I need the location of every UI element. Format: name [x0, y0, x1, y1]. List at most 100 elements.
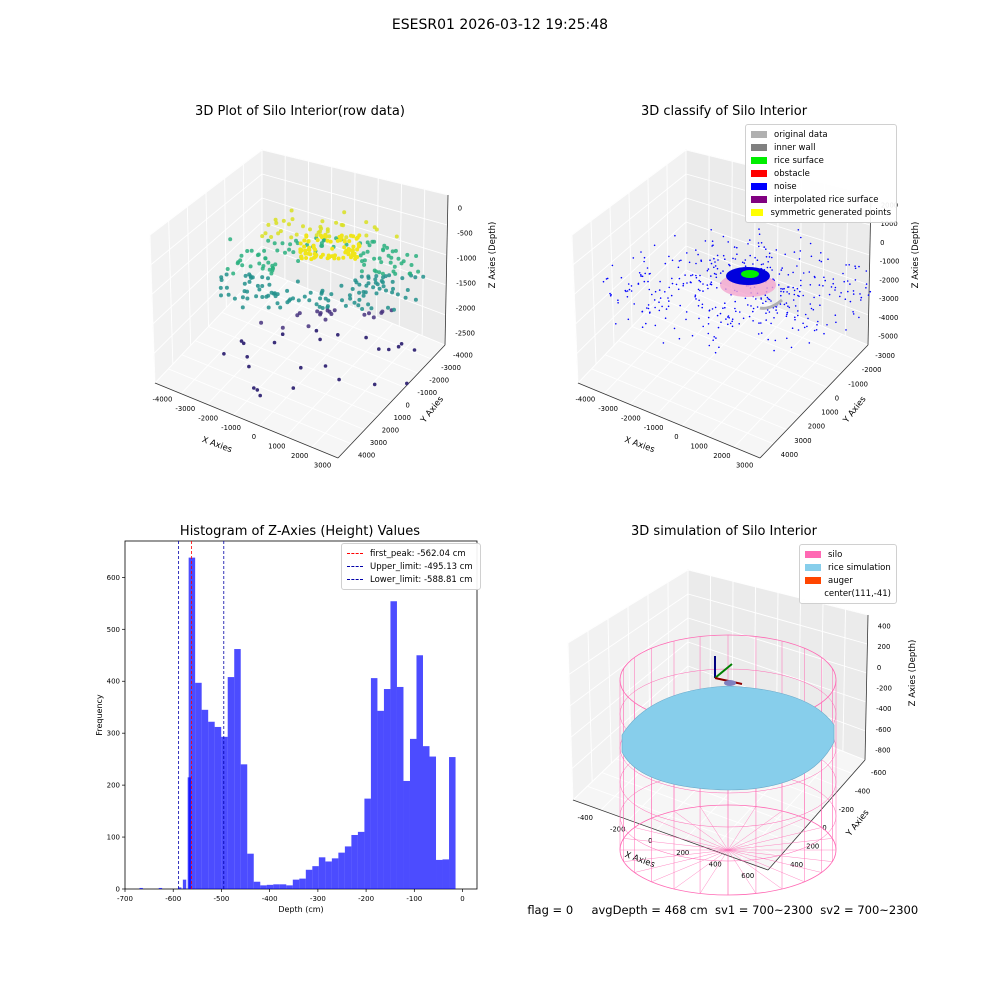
- noise-point: [747, 243, 749, 245]
- y-tick-label: 500: [107, 626, 120, 634]
- noise-point: [720, 321, 722, 324]
- histogram-bar: [158, 887, 163, 889]
- auger-center: [724, 680, 736, 686]
- noise-point: [854, 279, 857, 281]
- raw-point: [319, 235, 324, 240]
- noise-point: [787, 305, 789, 308]
- z-tick-label: -800: [875, 747, 890, 755]
- grid-line: [152, 221, 263, 325]
- raw-point: [342, 245, 347, 250]
- raw-point: [228, 237, 233, 242]
- noise-point: [615, 323, 617, 325]
- noise-point: [682, 282, 685, 285]
- raw-point: [371, 315, 376, 320]
- legend-swatch: [751, 196, 767, 203]
- grid-line: [398, 183, 402, 327]
- noise-point: [834, 286, 837, 289]
- raw-3d-plot: -4000-3000-2000-10000100020003000-4000-3…: [149, 149, 498, 469]
- noise-point: [724, 306, 726, 309]
- noise-point: [712, 339, 714, 342]
- raw-point: [357, 282, 362, 287]
- noise-point: [609, 295, 612, 297]
- raw-point: [336, 256, 341, 261]
- raw-point: [272, 340, 277, 345]
- raw-point: [369, 306, 374, 311]
- raw-point: [248, 264, 253, 269]
- raw-point: [380, 309, 385, 314]
- raw-point: [387, 273, 392, 278]
- z-tick-label: 400: [878, 622, 891, 630]
- raw-point: [304, 234, 309, 239]
- legend-swatch: [751, 170, 767, 177]
- noise-point: [809, 284, 812, 286]
- histogram-bar: [178, 887, 182, 889]
- raw-point: [222, 352, 226, 356]
- noise-point: [813, 296, 815, 299]
- legend-swatch: [751, 157, 767, 164]
- raw-point: [414, 254, 419, 258]
- noise-point: [775, 309, 777, 311]
- raw-point: [263, 231, 268, 236]
- noise-point: [674, 234, 676, 237]
- histogram-bar: [390, 601, 397, 889]
- histogram-bar: [344, 846, 352, 889]
- raw-point: [280, 325, 285, 330]
- noise-point: [763, 246, 765, 248]
- raw-point: [291, 296, 295, 301]
- noise-point: [633, 303, 635, 305]
- raw-point: [391, 286, 395, 291]
- raw-point: [267, 282, 272, 287]
- raw-point: [375, 282, 380, 287]
- y-tick-label: -2000: [862, 366, 882, 374]
- x-axis-line: [577, 382, 761, 459]
- raw-point: [360, 307, 365, 311]
- noise-point: [719, 272, 722, 274]
- raw-point: [377, 347, 381, 351]
- noise-point: [792, 271, 794, 274]
- noise-point: [665, 308, 668, 310]
- grid-line: [731, 161, 733, 289]
- noise-point: [786, 313, 788, 316]
- legend-swatch: [347, 579, 363, 580]
- legend-item: Lower_limit: -588.81 cm: [347, 573, 475, 586]
- raw-point: [374, 269, 379, 274]
- histogram-bar: [260, 885, 267, 889]
- noise-point: [630, 290, 633, 292]
- y-tick-label: 400: [790, 861, 803, 869]
- noise-point: [617, 299, 619, 302]
- noise-point: [802, 272, 805, 274]
- legend-item: auger: [805, 574, 891, 587]
- noise-point: [809, 303, 812, 305]
- noise-point: [767, 298, 770, 300]
- histogram-bar: [312, 866, 319, 889]
- noise-point: [742, 317, 745, 320]
- noise-point: [709, 283, 712, 285]
- silo-spoke: [727, 849, 822, 873]
- x-tick-label: 400: [709, 861, 722, 869]
- raw-point: [269, 271, 274, 276]
- raw-point: [377, 256, 382, 261]
- grid-line: [685, 197, 870, 256]
- noise-point: [708, 344, 711, 347]
- y-tick-label: -1000: [417, 389, 437, 397]
- grid-line: [628, 192, 633, 327]
- raw-plot-title: 3D Plot of Silo Interior(row data): [195, 104, 405, 119]
- y-tick-label: 0: [116, 886, 120, 894]
- noise-point: [714, 265, 717, 267]
- histogram-bar: [253, 881, 261, 889]
- grid-line: [576, 245, 687, 354]
- x-tick-label: 200: [676, 849, 689, 857]
- noise-point: [832, 278, 835, 280]
- x-tick-label: -600: [165, 895, 181, 903]
- x-tick-label: -200: [610, 826, 625, 834]
- noise-point: [734, 258, 737, 260]
- noise-point: [609, 292, 611, 295]
- noise-point: [711, 240, 714, 242]
- legend-label: symmetric generated points: [770, 207, 891, 218]
- grid-line: [687, 617, 867, 674]
- noise-point: [752, 263, 754, 265]
- noise-point: [736, 246, 738, 249]
- histogram-bar: [305, 869, 313, 889]
- noise-point: [748, 315, 751, 318]
- noise-point: [673, 327, 676, 330]
